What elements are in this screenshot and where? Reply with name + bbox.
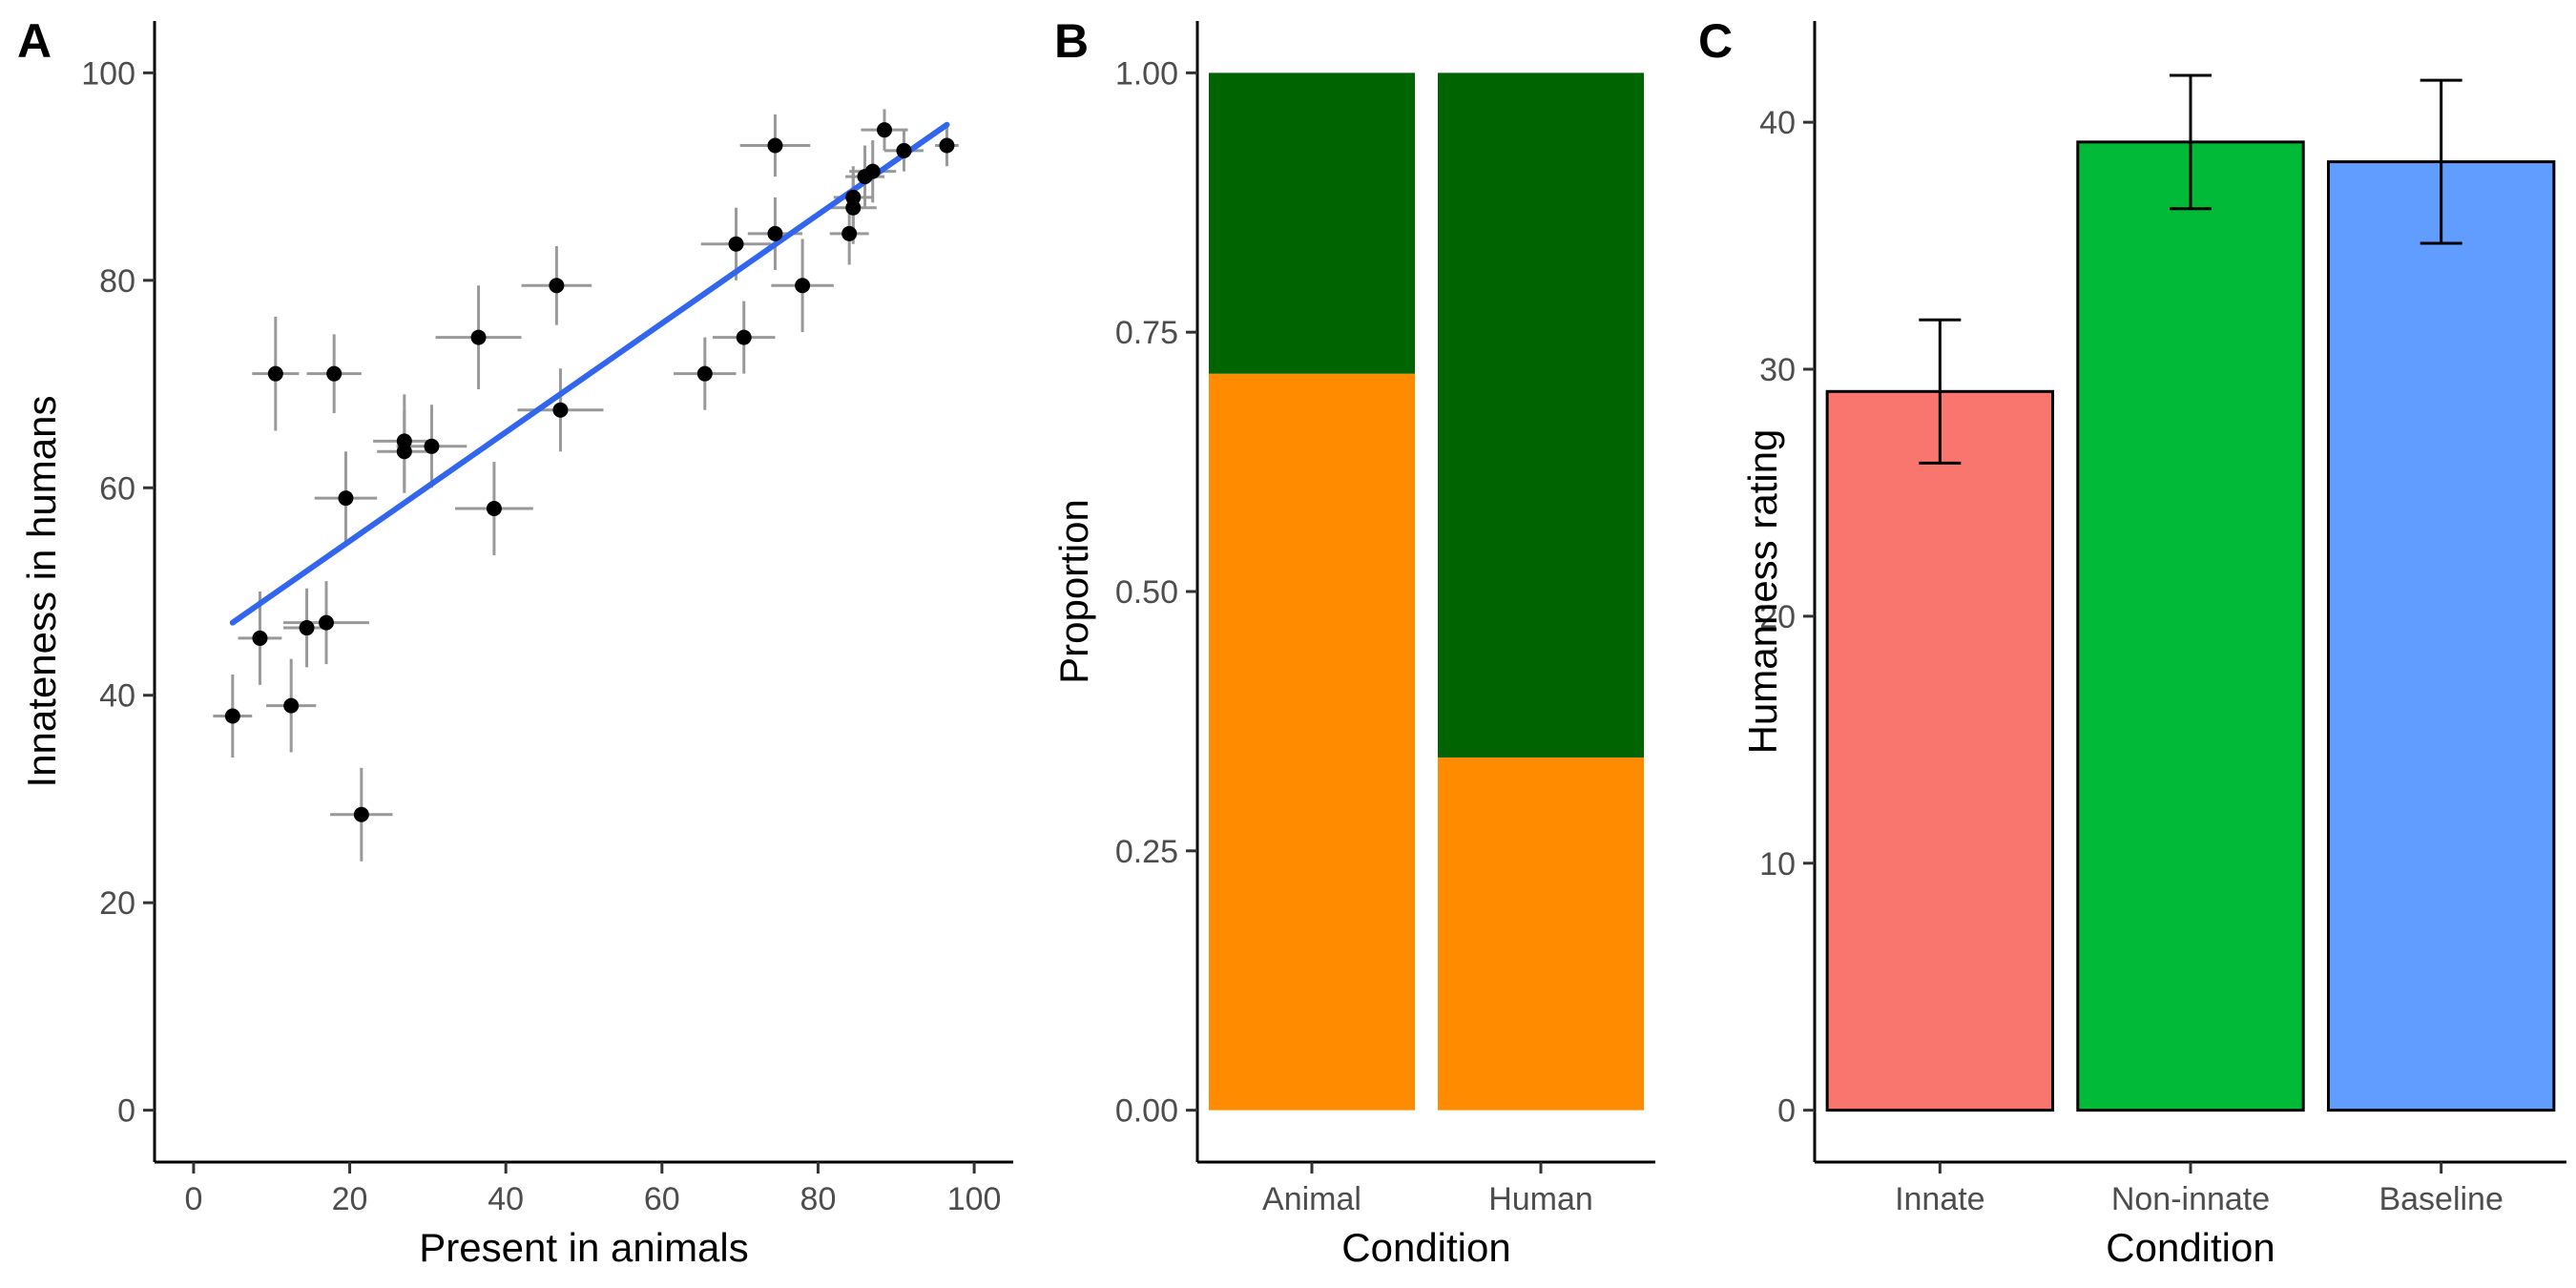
panel-a-data-point <box>252 630 268 646</box>
panel-a-data-point <box>939 137 955 154</box>
panel-a-y-tick-label: 80 <box>99 263 135 300</box>
panel-a-data-point <box>728 236 744 252</box>
panel-a-data-point <box>424 438 440 454</box>
panel-c-x-tick-label: Non-innate <box>2111 1181 2270 1217</box>
panel-b-x-tick-label: Human <box>1488 1181 1593 1217</box>
panel-a-x-tick-label: 0 <box>184 1181 202 1217</box>
panel-a-data-point <box>353 806 369 822</box>
panel-a-data-point <box>767 137 783 154</box>
panel-b-stacked-bar: B 0.00 0.25 0.50 0.75 1.00 Animal Human Condit… <box>1051 14 1655 1270</box>
panel-a-y-tick-label: 60 <box>99 470 135 507</box>
panel-c-y-tick-label: 30 <box>1759 352 1796 388</box>
panel-c-bar <box>1825 389 2055 1112</box>
panel-a-data-point <box>696 365 713 382</box>
panel-a-data-point <box>841 225 858 241</box>
panel-a-x-tick-label: 20 <box>332 1181 368 1217</box>
panel-a-y-tick-label: 40 <box>99 678 135 715</box>
panel-c-x-tick-label: Baseline <box>2379 1181 2503 1217</box>
panel-c-bar <box>2326 160 2556 1112</box>
panel-b-x-title: Condition <box>1341 1225 1510 1270</box>
panel-a-y-title: Innateness in humans <box>19 396 64 788</box>
panel-a-data-point <box>283 697 300 714</box>
panel-a-x-tick-label: 60 <box>644 1181 680 1217</box>
panel-c-y-title: Humanness rating <box>1740 429 1785 755</box>
panel-c-y-tick-label: 10 <box>1759 846 1796 883</box>
panel-a-data-point <box>326 365 343 382</box>
panel-a-data-point <box>552 402 569 418</box>
panel-a-data-point <box>877 122 892 138</box>
panel-a-y-tick-label: 100 <box>81 55 135 92</box>
panel-b-bar-upper <box>1209 73 1415 374</box>
panel-a-data-point <box>396 444 412 460</box>
panel-b-bar-upper <box>1438 73 1644 758</box>
panel-c-x-tick-label: Innate <box>1895 1181 1985 1217</box>
panel-b-bar-lower <box>1209 373 1415 1111</box>
panel-b-letter: B <box>1054 14 1089 68</box>
panel-a-data-point <box>299 620 315 636</box>
panel-b-y-tick-label: 0.00 <box>1115 1093 1178 1130</box>
panel-a-data-point <box>486 501 502 517</box>
panel-a-data-point <box>795 278 811 294</box>
panel-a-data-point <box>736 329 752 345</box>
panel-a-fit-line <box>229 121 950 626</box>
panel-c-y-tick-label: 40 <box>1759 105 1796 141</box>
panel-b-x-tick-label: Animal <box>1262 1181 1361 1217</box>
panel-c-x-title: Condition <box>2106 1225 2275 1270</box>
panel-a-data-point <box>845 189 862 205</box>
panel-c-y-tick-label: 20 <box>1759 599 1796 635</box>
panel-a-scatter: A 0 20 40 60 80 100 0 20 40 60 80 100 Present in an… <box>17 14 1013 1270</box>
panel-b-y-tick-label: 0.25 <box>1115 834 1178 870</box>
panel-a-letter: A <box>17 14 52 68</box>
panel-b-bar-lower <box>1438 757 1644 1111</box>
panel-a-data-point <box>549 278 565 294</box>
panel-a-x-tick-label: 80 <box>800 1181 837 1217</box>
panel-a-x-title: Present in animals <box>419 1225 749 1270</box>
panel-a-data-point <box>470 329 487 345</box>
panel-a-y-tick-label: 0 <box>117 1093 135 1130</box>
panel-a-x-tick-label: 40 <box>488 1181 524 1217</box>
panel-a-data-point <box>338 490 354 507</box>
panel-a-data-point <box>896 142 912 158</box>
panel-a-data-point <box>767 225 783 241</box>
panel-b-y-tick-label: 0.75 <box>1115 315 1178 351</box>
panel-c-y-tick-label: 0 <box>1777 1093 1796 1130</box>
panel-a-data-point <box>319 614 334 631</box>
panel-c-letter: C <box>1698 14 1733 68</box>
panel-b-y-title: Proportion <box>1051 499 1096 684</box>
panel-b-y-tick-label: 0.50 <box>1115 574 1178 611</box>
panel-c-bar: C 0 10 20 30 40 Innate Non-innate Baseline Cond… <box>1698 14 2566 1270</box>
panel-a-data-point <box>224 708 240 724</box>
panel-a-y-tick-label: 20 <box>99 885 135 922</box>
panel-c-bar <box>2076 140 2305 1112</box>
panel-b-y-tick-label: 1.00 <box>1115 55 1178 92</box>
panel-a-x-tick-label: 100 <box>947 1181 1002 1217</box>
panel-a-data-point <box>864 163 881 179</box>
panel-a-data-point <box>267 365 283 382</box>
